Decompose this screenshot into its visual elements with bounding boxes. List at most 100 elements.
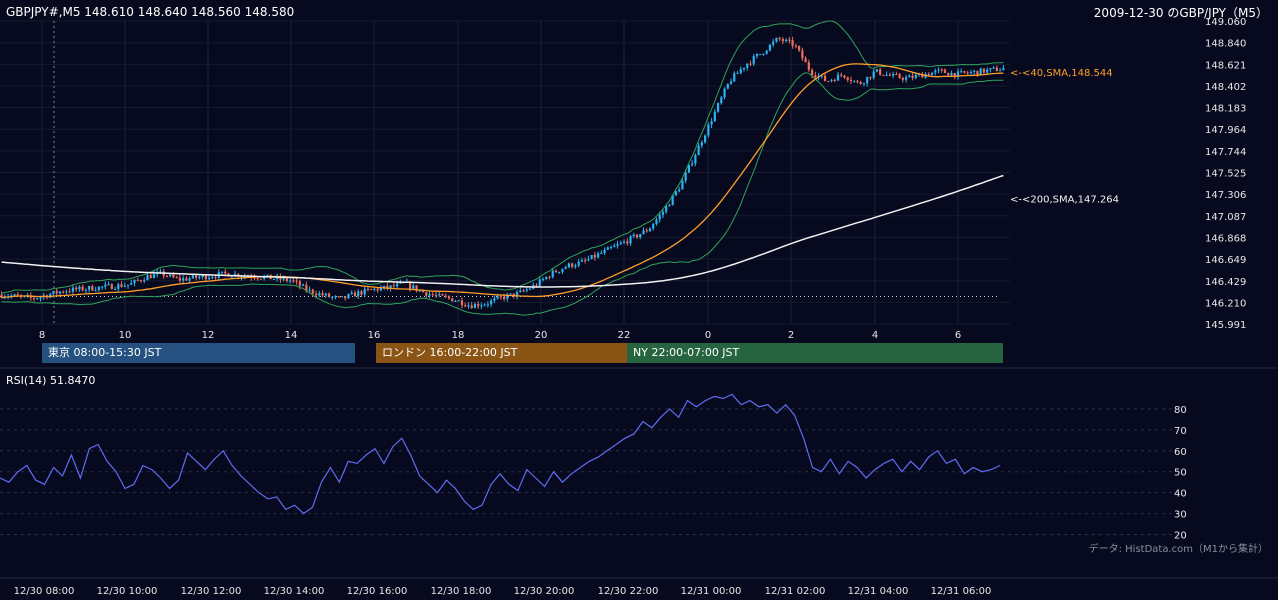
- candle-body: [775, 38, 778, 42]
- hour-tick-label: 6: [955, 330, 961, 341]
- candle-body: [451, 298, 454, 302]
- candle-body: [720, 97, 723, 104]
- candle-body: [321, 293, 324, 296]
- candle-body: [211, 277, 214, 279]
- candle-body: [136, 279, 139, 281]
- candle-body: [888, 74, 891, 76]
- candle-body: [107, 284, 110, 286]
- candle-body: [399, 282, 402, 284]
- rsi-tick-label: 40: [1174, 489, 1187, 500]
- candle-body: [149, 275, 152, 279]
- candle-body: [814, 75, 817, 78]
- candle-body: [940, 69, 943, 71]
- candle-body: [963, 71, 966, 73]
- price-tick-label: 147.964: [1205, 125, 1246, 136]
- candle-body: [691, 163, 694, 165]
- candle-body: [506, 294, 509, 300]
- candle-body: [178, 277, 182, 281]
- candle-body: [357, 291, 360, 297]
- candle-body: [195, 275, 198, 278]
- rsi-tick-label: 80: [1174, 405, 1187, 416]
- candle-body: [892, 74, 895, 76]
- rsi-tick-label: 20: [1174, 531, 1187, 542]
- candle-body: [661, 211, 665, 215]
- candle-body: [159, 271, 162, 273]
- candle-body: [454, 300, 457, 302]
- candle-body: [224, 271, 227, 274]
- candle-body: [895, 74, 898, 76]
- candle-body: [966, 72, 969, 74]
- candle-body: [707, 124, 710, 136]
- price-tick-label: 148.183: [1205, 104, 1246, 115]
- candle-body: [729, 81, 733, 84]
- candle-body: [752, 56, 755, 64]
- candle-body: [143, 280, 146, 282]
- candle-body: [665, 206, 668, 212]
- price-tick-label: 147.744: [1205, 147, 1246, 158]
- candle-body: [749, 63, 752, 65]
- candle-body: [386, 285, 389, 289]
- candle-body: [441, 294, 444, 296]
- rsi-title: RSI(14) 51.8470: [6, 374, 96, 387]
- session-ny: NY 22:00-07:00 JST: [627, 343, 1003, 363]
- candle-body: [567, 263, 571, 268]
- candle-body: [331, 296, 334, 298]
- time-tick-label: 12/30 12:00: [181, 586, 242, 597]
- candle-body: [1002, 68, 1005, 71]
- candle-body: [282, 277, 285, 280]
- candle-body: [762, 53, 765, 55]
- candle-body: [350, 292, 353, 295]
- candle-body: [467, 305, 470, 307]
- candle-body: [13, 294, 16, 296]
- candle-body: [75, 287, 78, 290]
- candle-body: [477, 303, 480, 307]
- candle-body: [117, 284, 120, 289]
- time-tick-label: 12/30 22:00: [598, 586, 659, 597]
- candle-body: [716, 103, 720, 112]
- time-tick-label: 12/30 18:00: [431, 586, 492, 597]
- candle-body: [373, 288, 376, 290]
- candle-body: [483, 304, 486, 306]
- candle-body: [723, 88, 726, 98]
- candle-body: [791, 40, 794, 46]
- candle-body: [901, 77, 904, 80]
- candle-body: [609, 247, 613, 249]
- sma-200-line: [1, 174, 1004, 288]
- candle-body: [862, 83, 866, 85]
- hour-tick-label: 8: [39, 330, 45, 341]
- candle-body: [344, 296, 347, 299]
- candle-body: [68, 291, 71, 293]
- bollinger-lower: [1, 72, 1004, 316]
- candle-body: [820, 75, 823, 77]
- candle-body: [859, 82, 862, 85]
- time-tick-label: 12/31 04:00: [848, 586, 909, 597]
- candle-body: [499, 296, 502, 298]
- candle-body: [214, 277, 217, 279]
- candle-body: [97, 286, 100, 291]
- candle-body: [353, 292, 357, 297]
- candle-body: [120, 284, 123, 287]
- candle-body: [872, 71, 875, 78]
- candle-body: [969, 71, 973, 74]
- candle-body: [947, 72, 950, 76]
- candle-body: [869, 76, 872, 78]
- candle-body: [230, 276, 233, 278]
- candle-body: [408, 281, 412, 289]
- candle-body: [999, 70, 1002, 72]
- candle-body: [486, 304, 489, 306]
- time-tick-label: 12/31 02:00: [765, 586, 826, 597]
- candle-body: [55, 290, 58, 294]
- candle-body: [327, 293, 331, 298]
- candle-body: [347, 294, 350, 299]
- candle-body: [392, 285, 395, 287]
- candle-body: [337, 296, 340, 298]
- candle-body: [509, 293, 512, 295]
- candle-body: [742, 67, 746, 70]
- candle-body: [305, 284, 308, 291]
- candle-body: [292, 280, 295, 282]
- candle-body: [794, 45, 797, 47]
- candle-body: [681, 180, 684, 190]
- candle-body: [340, 296, 344, 298]
- candle-body: [976, 70, 979, 75]
- time-tick-label: 12/31 00:00: [681, 586, 742, 597]
